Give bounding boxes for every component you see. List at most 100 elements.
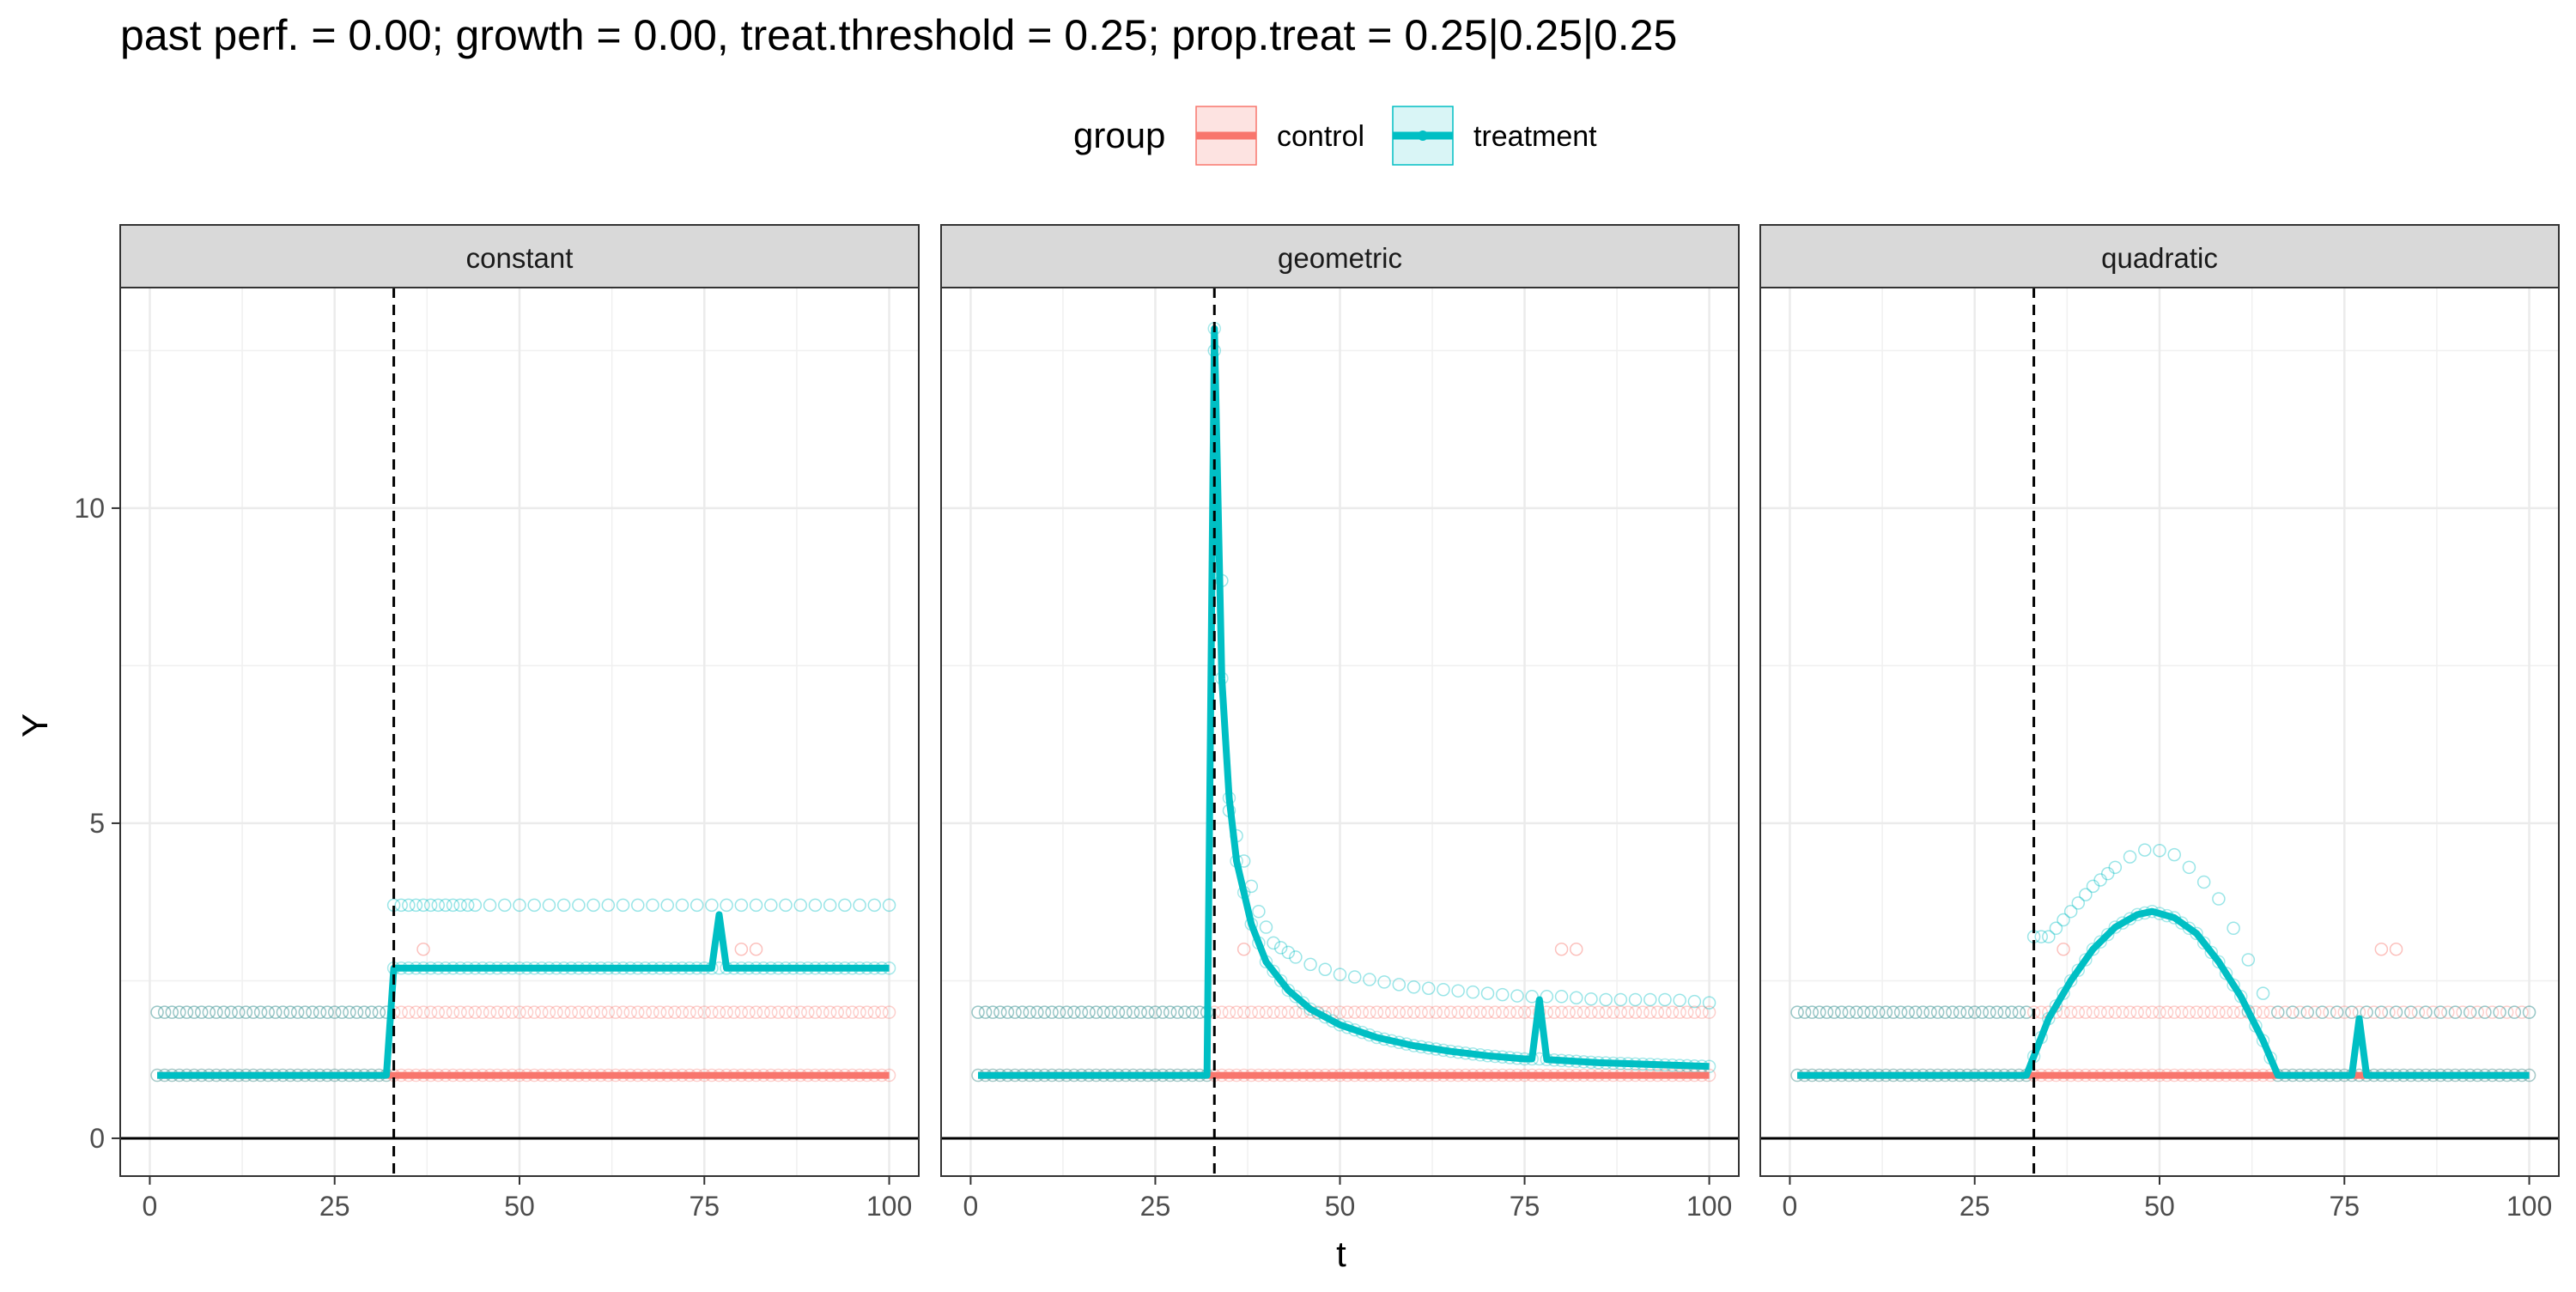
control-point: [2167, 1005, 2181, 1019]
control-point: [786, 1005, 800, 1019]
treatment-point-upper: [1104, 1005, 1118, 1019]
treatment-point-upper: [1923, 1005, 1937, 1019]
treatment-point-upper: [1916, 1005, 1930, 1019]
control-point: [1930, 1005, 1945, 1019]
treatment-point: [1273, 974, 1288, 988]
treatment-point-upper: [1827, 1005, 1841, 1019]
treatment-point-upper: [1451, 984, 1465, 998]
treatment-point-upper: [202, 1005, 216, 1019]
x-tick-label: 0: [963, 1191, 979, 1222]
control-point: [1909, 1005, 1923, 1019]
control-point: [313, 1005, 327, 1019]
control-point: [593, 1005, 608, 1019]
control-point: [1893, 1005, 1908, 1019]
treatment-point: [1296, 996, 1310, 1010]
control-point: [1790, 1005, 1804, 1019]
treatment-point: [2071, 963, 2086, 977]
control-point: [764, 1005, 778, 1019]
treatment-point-upper: [1377, 975, 1391, 989]
control-point: [867, 1005, 882, 1019]
control-point: [1074, 1005, 1089, 1019]
control-point: [1946, 1005, 1959, 1019]
treatment-point-upper: [779, 898, 793, 913]
treatment-point-upper: [2093, 873, 2107, 887]
treatment-point-upper: [586, 898, 600, 913]
treatment-point-upper: [313, 1005, 327, 1019]
treatment-point-upper: [1967, 1005, 1982, 1019]
treatment-point-upper: [2042, 930, 2056, 943]
control-point: [586, 1005, 600, 1019]
control-point: [1259, 1005, 1273, 1019]
control-point: [2366, 1005, 2381, 1019]
treatment-point-upper: [2057, 913, 2070, 927]
control-point: [601, 1005, 616, 1019]
control-point: [2020, 1005, 2033, 1019]
treatment-point-upper: [1584, 992, 1598, 1006]
control-point: [1377, 1005, 1391, 1019]
control-point: [1406, 1005, 1421, 1019]
x-tick-label: 50: [504, 1191, 535, 1222]
treatment-point-upper: [2020, 1005, 2033, 1019]
control-point: [1495, 1005, 1510, 1019]
treatment-point-upper: [261, 1005, 275, 1019]
control-point: [1451, 1005, 1465, 1019]
control-point: [749, 1005, 763, 1019]
control-point: [1466, 1005, 1480, 1019]
treatment-point-upper: [2404, 1005, 2418, 1019]
treatment-point-upper: [1525, 990, 1539, 1004]
control-point: [2522, 1005, 2537, 1019]
control-point: [572, 1005, 586, 1019]
treatment-point-upper: [1790, 1005, 1804, 1019]
treatment-point-upper: [882, 898, 896, 913]
control-point: [2411, 1005, 2426, 1019]
control-point: [1577, 1005, 1591, 1019]
control-point: [1133, 1005, 1147, 1019]
control-point: [1805, 1005, 1820, 1019]
control-point: [2130, 1005, 2144, 1019]
control-point: [1547, 1005, 1561, 1019]
treatment-line: [157, 911, 890, 1079]
treatment-point-upper: [2196, 875, 2211, 889]
control-point: [830, 1005, 845, 1019]
treatment-point-upper: [2108, 860, 2123, 875]
control-point: [1089, 1005, 1103, 1019]
control-point: [2204, 1005, 2219, 1019]
treatment-point-upper: [2049, 921, 2063, 936]
treatment-point-upper: [705, 898, 719, 913]
treatment-point-upper: [1347, 970, 1362, 984]
treatment-point-upper: [1673, 993, 1686, 1007]
treatment-point-upper: [1997, 1005, 2011, 1019]
control-point: [2404, 1005, 2418, 1019]
control-point: [1695, 1005, 1709, 1019]
treatment-point: [2175, 916, 2189, 930]
control-point: [1702, 1005, 1716, 1019]
treatment-point-upper: [269, 1005, 283, 1019]
control-point: [2153, 1005, 2166, 1019]
treatment-point-upper: [838, 898, 852, 913]
treatment-point-upper: [165, 1005, 179, 1019]
control-point: [1650, 1005, 1665, 1019]
control-point: [416, 1005, 430, 1019]
control-point: [1473, 1005, 1487, 1019]
control-point: [771, 1005, 786, 1019]
control-point: [1872, 1005, 1886, 1019]
control-point: [2426, 1005, 2440, 1019]
treatment-point-upper: [216, 1005, 231, 1019]
control-point: [2227, 1005, 2240, 1019]
treatment-point-upper: [631, 898, 645, 913]
treatment-point-upper: [320, 1005, 334, 1019]
control-point: [2323, 1005, 2336, 1019]
control-point: [1960, 1005, 1974, 1019]
control-point: [1599, 1005, 1613, 1019]
control-point: [335, 1005, 349, 1019]
treatment-point-upper: [513, 898, 526, 913]
control-point: [306, 1005, 319, 1019]
control-point: [1030, 1005, 1044, 1019]
control-point: [660, 1005, 674, 1019]
control-point: [2300, 1005, 2314, 1019]
treatment-point-upper: [1156, 1005, 1170, 1019]
control-point: [1886, 1005, 1900, 1019]
control-point: [210, 1005, 223, 1019]
control-point: [1340, 1005, 1354, 1019]
control-point: [1097, 1005, 1110, 1019]
